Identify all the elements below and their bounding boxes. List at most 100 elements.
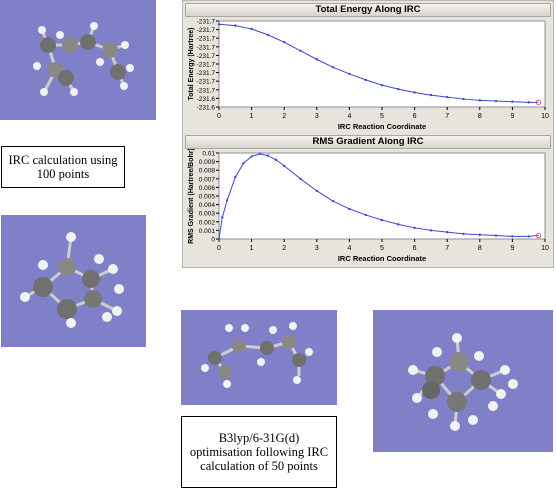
series-line <box>218 153 539 240</box>
data-point <box>234 24 237 27</box>
data-point <box>217 237 221 241</box>
data-point <box>299 177 302 180</box>
y-tick-label: -231.7 <box>197 36 216 43</box>
y-tick-label: -231.7 <box>197 79 216 86</box>
x-tick-label: 9 <box>510 245 514 252</box>
y-tick-label: 0.004 <box>199 202 216 209</box>
data-point <box>462 232 465 236</box>
x-axis-label: IRC Reaction Coordinate <box>338 254 426 263</box>
x-tick-label: 5 <box>380 245 384 252</box>
data-point <box>266 33 270 37</box>
data-point <box>397 223 400 226</box>
x-tick-label: 8 <box>478 113 482 120</box>
y-tick-label: -231.7 <box>197 53 216 60</box>
data-point <box>478 233 481 236</box>
y-tick-label: -231.6 <box>197 105 216 112</box>
data-point <box>221 216 224 219</box>
molecule-structure-image <box>33 22 134 96</box>
y-tick-label: -231.7 <box>197 62 216 69</box>
data-point <box>364 213 367 217</box>
rms-gradient-chart: RMS Gradient Along IRC 0 1 2 3 4 5 6 7 8 9 10 0 0.00… <box>185 135 551 265</box>
data-point <box>250 155 253 158</box>
data-point <box>527 235 530 238</box>
data-point <box>494 99 498 103</box>
data-point <box>331 199 335 203</box>
data-point <box>242 162 245 165</box>
x-tick-label: 3 <box>315 245 319 252</box>
caption-irc-100: IRC calculation using 100 points <box>1 146 125 188</box>
molecule-render-ring-optimised <box>373 310 553 452</box>
total-energy-chart: Total Energy Along IRC 0 1 2 3 4 5 6 7 8 9 10 -231.… <box>185 3 551 133</box>
data-point <box>266 154 270 157</box>
y-axis-label: Total Energy (Hartree) <box>188 28 195 101</box>
data-point <box>446 95 449 99</box>
rms-gradient-chart-title: RMS Gradient Along IRC <box>185 135 551 149</box>
x-axis-label: IRC Reaction Coordinate <box>338 122 426 131</box>
data-point <box>397 87 400 91</box>
data-point <box>413 91 416 94</box>
data-point <box>283 164 286 168</box>
plot-area <box>218 152 546 240</box>
molecule-render-irc-start <box>0 0 156 120</box>
y-tick-label: -231.7 <box>197 70 216 77</box>
data-point <box>429 93 433 97</box>
x-tick-label: 9 <box>510 113 514 120</box>
caption-b3lyp: B3lyp/6-31G(d) optimisation following IR… <box>181 416 337 488</box>
data-point <box>527 101 530 104</box>
x-tick-label: 7 <box>445 113 449 120</box>
molecule-render-chain-optimised <box>181 310 337 405</box>
data-point <box>348 72 351 76</box>
caption-b3lyp-text: B3lyp/6-31G(d) optimisation following IR… <box>189 431 329 473</box>
data-point <box>364 78 367 82</box>
y-tick-label: -231.6 <box>197 96 216 103</box>
data-point <box>348 207 351 211</box>
molecule-structure-image <box>408 333 518 431</box>
y-tick-label: 0.01 <box>202 151 215 158</box>
x-tick-label: 0 <box>217 113 221 120</box>
data-point <box>494 234 498 237</box>
y-tick-label: 0.005 <box>199 194 216 201</box>
y-tick-label: 0.007 <box>199 176 216 183</box>
data-point <box>217 23 221 26</box>
data-point <box>380 83 384 87</box>
data-point <box>258 152 261 156</box>
y-axis-label: RMS Gradient (Hartree/Bohr) <box>188 149 195 244</box>
data-point <box>250 27 253 31</box>
data-point <box>283 40 286 44</box>
x-tick-label: 1 <box>250 245 254 252</box>
x-tick-label: 3 <box>315 113 319 120</box>
data-point <box>315 58 318 61</box>
data-point <box>225 199 229 202</box>
molecule-render-ring-left <box>1 215 146 347</box>
data-point <box>315 189 318 193</box>
y-tick-label: 0.009 <box>199 159 216 166</box>
data-point <box>446 230 449 234</box>
data-point <box>462 97 465 101</box>
endpoint-marker <box>535 99 542 106</box>
data-point <box>511 100 514 103</box>
y-tick-label: -231.7 <box>197 27 216 34</box>
x-tick-label: 2 <box>282 245 286 252</box>
x-tick-label: 7 <box>445 245 449 252</box>
plot-area <box>218 20 546 108</box>
total-energy-plot: 0 1 2 3 4 5 6 7 8 9 10-231.6-231.6-231.7-231.7-231… <box>188 19 549 132</box>
y-tick-label: 0.002 <box>199 219 216 226</box>
data-point <box>274 158 278 162</box>
data-point <box>331 66 335 69</box>
x-tick-label: 4 <box>347 113 351 120</box>
x-tick-label: 6 <box>413 245 417 252</box>
y-tick-label: 0 <box>211 237 215 244</box>
data-point <box>380 218 384 222</box>
molecule-structure-image <box>20 232 124 328</box>
y-tick-label: 0.001 <box>199 228 216 235</box>
x-tick-label: 1 <box>250 113 254 120</box>
y-tick-label: 0.006 <box>199 185 216 192</box>
endpoint-marker <box>535 232 542 239</box>
data-point <box>299 49 302 52</box>
y-tick-label: 0.003 <box>199 211 216 218</box>
x-tick-label: 10 <box>541 245 549 252</box>
irc-charts-panel: Total Energy Along IRC 0 1 2 3 4 5 6 7 8 9 10 -231.… <box>182 0 554 268</box>
y-tick-label: 0.008 <box>199 168 216 175</box>
y-tick-label: -231.7 <box>197 44 216 51</box>
